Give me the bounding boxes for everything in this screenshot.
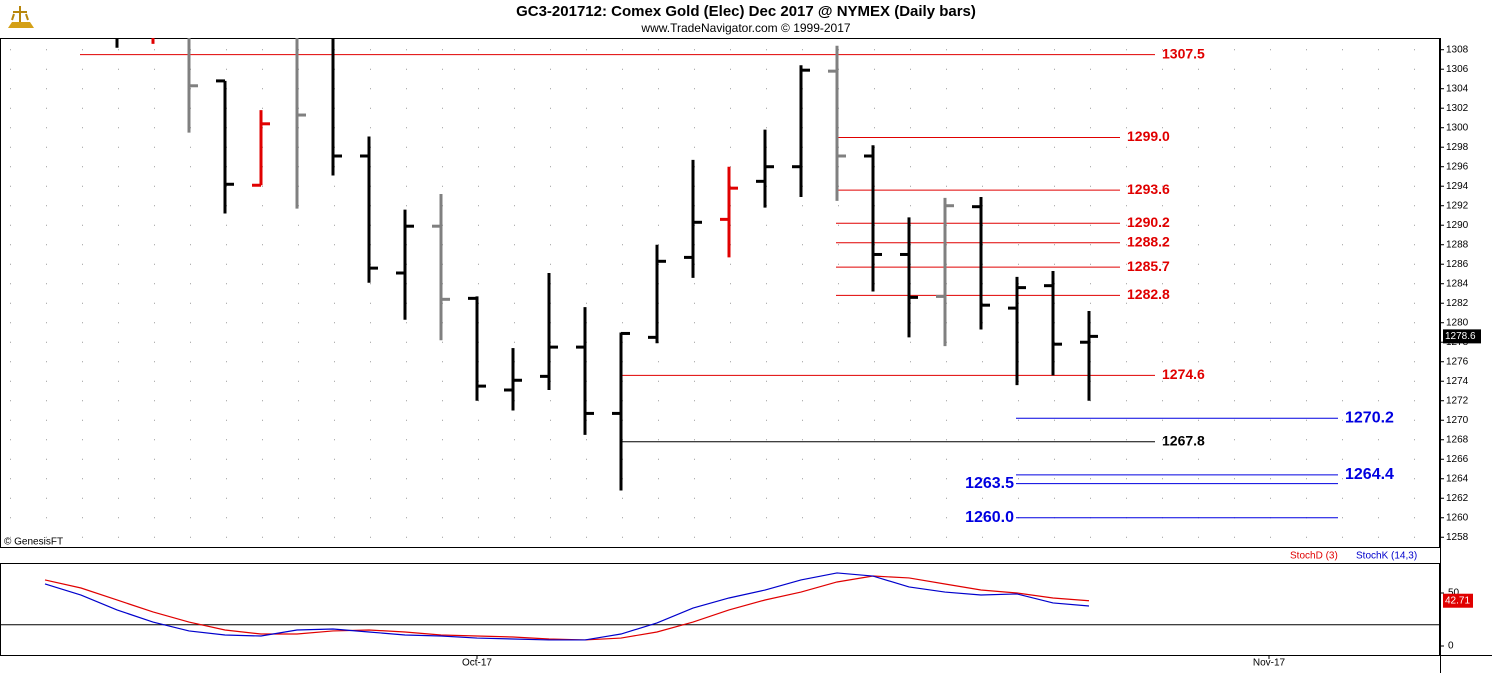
level-label: 1267.8 <box>1162 432 1205 448</box>
last-value-label: 42.71 <box>1445 595 1470 606</box>
y-tick-label: 1272 <box>1446 395 1469 406</box>
price-plot: 1307.5 1299.0 1293.6 1290.2 1288.2 1285.7 1282… <box>0 38 1440 538</box>
x-tick-label: Nov-17 <box>1253 658 1286 669</box>
y-tick-label: 1294 <box>1446 181 1469 192</box>
chart-subtitle: www.TradeNavigator.com © 1999-2017 <box>640 21 850 35</box>
y-tick-label: 1306 <box>1446 64 1469 75</box>
level-label: 1290.2 <box>1127 214 1170 230</box>
level-label: 1264.4 <box>1345 466 1394 483</box>
legend-entry: StochD (3) <box>1290 551 1338 562</box>
last-price-box <box>1443 329 1481 344</box>
level-label: 1263.5 <box>965 475 1014 492</box>
y-tick-label: 1284 <box>1446 278 1469 289</box>
y-tick-label: 1282 <box>1446 298 1469 309</box>
level-label: 1282.8 <box>1127 286 1170 302</box>
y-tick-label: 1264 <box>1446 473 1469 484</box>
level-label: 1299.0 <box>1127 128 1170 144</box>
x-tick-label: Oct-17 <box>462 658 492 669</box>
level-label: 1288.2 <box>1127 233 1170 249</box>
y-tick-label: 1302 <box>1446 103 1469 114</box>
last-value-box <box>1443 593 1473 608</box>
y-tick-label: 50 <box>1448 588 1460 599</box>
y-tick-label: 1300 <box>1446 122 1469 133</box>
logo <box>8 6 34 28</box>
y-tick-label: 1280 <box>1446 317 1469 328</box>
stoch-plot <box>0 572 1440 641</box>
y-tick-label: 1258 <box>1446 532 1469 543</box>
y-tick-label: 1288 <box>1446 239 1469 250</box>
y-tick-label: 1298 <box>1446 142 1469 153</box>
level-label: 1274.6 <box>1162 366 1205 382</box>
y-tick-label: 1296 <box>1446 161 1469 172</box>
level-label: 1285.7 <box>1127 258 1170 274</box>
axes: 1258 1260 1262 1264 1266 1268 1270 1272 1274 1276… <box>462 44 1481 669</box>
y-tick-label: 1270 <box>1446 415 1469 426</box>
y-tick-label: 1268 <box>1446 434 1469 445</box>
level-label: 1307.5 <box>1162 45 1205 61</box>
stoch-line <box>44 572 1090 641</box>
legend-entry: StochK (14,3) <box>1356 551 1417 562</box>
y-tick-label: 1262 <box>1446 493 1469 504</box>
y-tick-label: 1266 <box>1446 454 1469 465</box>
y-tick-label: 1308 <box>1446 44 1469 55</box>
y-tick-label: 1286 <box>1446 259 1469 270</box>
price-panel <box>0 38 1440 548</box>
chart-title: GC3-201712: Comex Gold (Elec) Dec 2017 @… <box>516 3 976 20</box>
y-tick-label: 1292 <box>1446 200 1469 211</box>
level-label: 1270.2 <box>1345 410 1394 427</box>
level-label: 1260.0 <box>965 509 1014 526</box>
y-tick-label: 1274 <box>1446 376 1469 387</box>
last-price-label: 1278.6 <box>1445 331 1476 342</box>
y-tick-label: 1260 <box>1446 512 1469 523</box>
y-tick-label: 1276 <box>1446 356 1469 367</box>
y-tick-label: 1304 <box>1446 83 1469 94</box>
y-tick-label: 0 <box>1448 641 1454 652</box>
y-tick-label: 1290 <box>1446 220 1469 231</box>
source-note: © GenesisFT <box>4 537 63 548</box>
level-label: 1293.6 <box>1127 181 1170 197</box>
